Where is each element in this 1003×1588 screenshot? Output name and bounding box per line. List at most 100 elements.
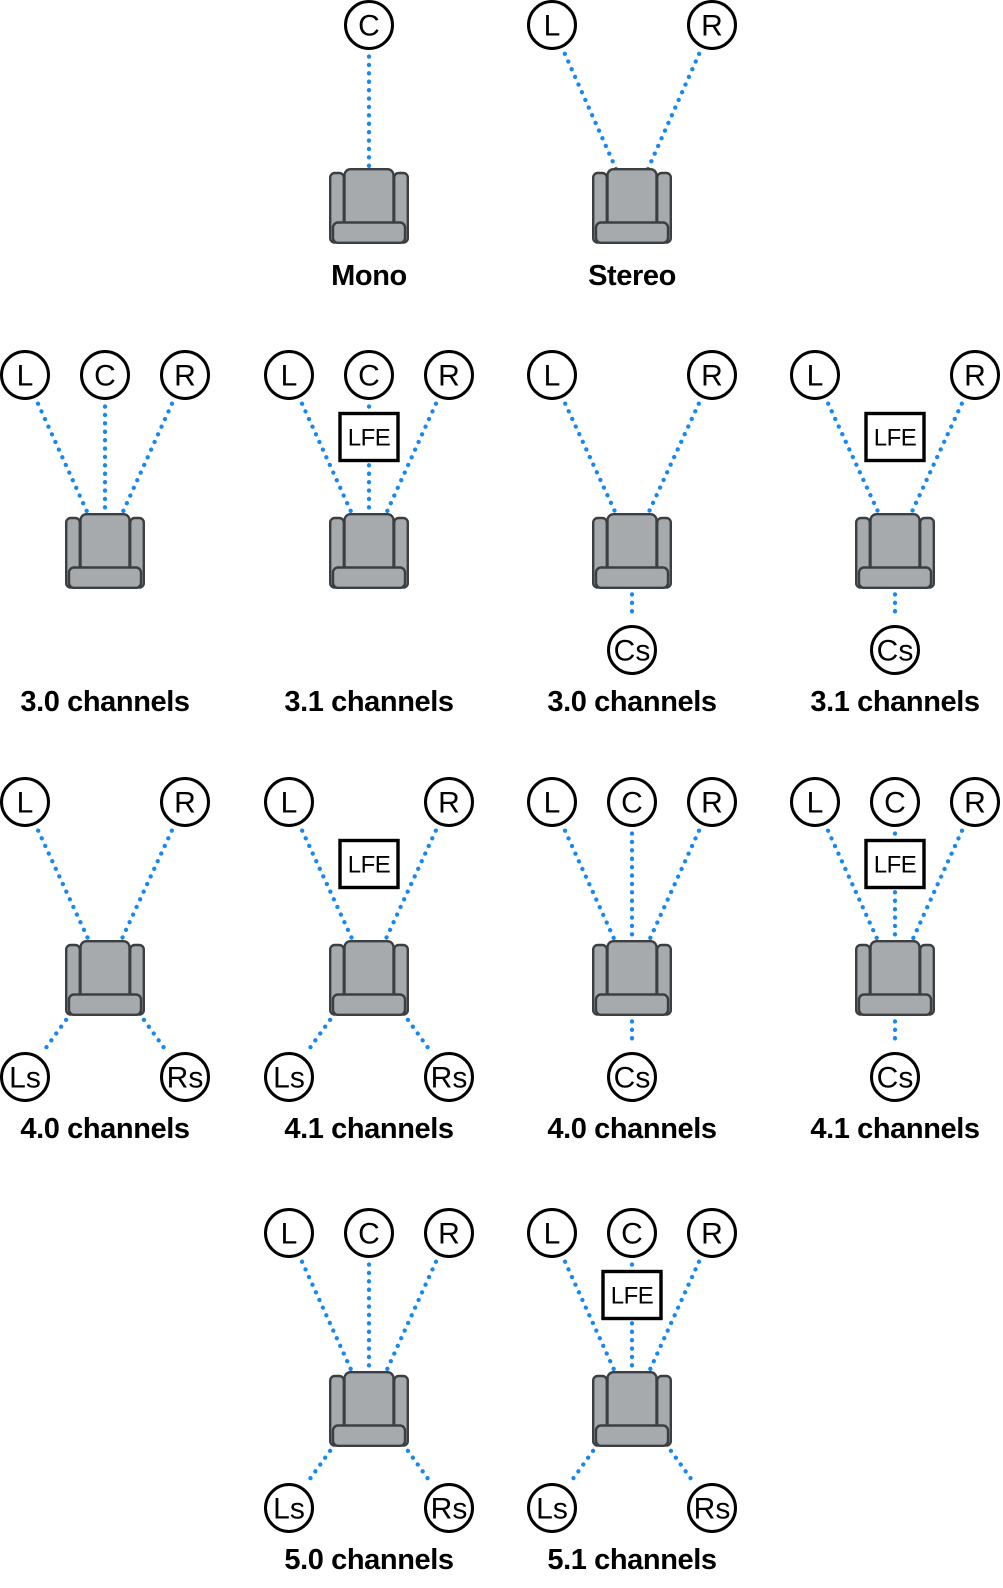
lfe-label: LFE [611, 1283, 654, 1310]
diagram-3-0-front: L C R 3.0 channels [0, 350, 210, 718]
speaker-circle [0, 1052, 50, 1102]
lfe-box [864, 838, 926, 890]
listener-chair-icon [329, 513, 409, 589]
speaker-label: R [701, 787, 723, 820]
listener-chair-icon [855, 940, 935, 1016]
speaker-circle [607, 777, 657, 827]
speaker-circle [0, 777, 50, 827]
speaker-label: L [807, 787, 824, 820]
diagram-label: 3.0 channels [20, 686, 189, 718]
speaker-circle [424, 350, 474, 400]
speaker-label: L [17, 360, 34, 393]
speaker-node-Cs: Cs [607, 625, 657, 675]
speaker-circle [870, 1052, 920, 1102]
diagram-3-0-surround: L R Cs 3.0 channels [527, 350, 737, 718]
speaker-node-Ls: Ls [527, 1483, 577, 1533]
listener-chair-icon [592, 513, 672, 589]
lfe-box [338, 411, 400, 463]
listener-chair-icon [592, 940, 672, 1016]
speaker-circle [687, 1208, 737, 1258]
speaker-connection-line [117, 828, 174, 946]
speaker-label: Rs [167, 1062, 204, 1095]
listener-chair-icon [855, 513, 935, 589]
speaker-circle [160, 1052, 210, 1102]
speaker-circle [344, 1208, 394, 1258]
listener-chair-icon [329, 168, 409, 244]
speaker-node-Cs: Cs [607, 1052, 657, 1102]
speaker-label: L [544, 1218, 561, 1251]
speaker-node-Rs: Rs [424, 1052, 474, 1102]
speaker-circle [424, 1208, 474, 1258]
chair-seat-cushion [331, 993, 407, 1016]
speaker-connection-line [568, 1441, 601, 1485]
speaker-node-Cs: Cs [870, 625, 920, 675]
speaker-circle [870, 777, 920, 827]
diagram-5-0: L C R Ls Rs 5.0 channels [264, 1208, 474, 1576]
chair-seat-cushion [594, 1424, 670, 1447]
lfe-label: LFE [874, 425, 917, 452]
diagram-5-1: LFE L C R Ls Rs 5.1 channels [527, 1208, 737, 1576]
speaker-connection-line [36, 828, 93, 946]
speaker-node-R: R [160, 350, 210, 400]
speaker-node-Cs: Cs [870, 1052, 920, 1102]
speaker-connection-line [644, 51, 702, 174]
speaker-circle [160, 777, 210, 827]
diagram-label: 4.0 channels [547, 1113, 716, 1145]
diagram-mono: C Mono [329, 0, 409, 292]
speaker-label: R [701, 360, 723, 393]
speaker-circle [687, 0, 737, 50]
speaker-node-R: R [687, 1208, 737, 1258]
speaker-node-L: L [264, 1208, 314, 1258]
speaker-node-L: L [527, 1208, 577, 1258]
speaker-circle [344, 0, 394, 50]
diagram-3-1-surround: LFE L R Cs 3.1 channels [790, 350, 1000, 718]
speaker-label: R [701, 1218, 723, 1251]
speaker-label: R [174, 787, 196, 820]
diagram-4-1-quad: LFE L R Ls Rs 4.1 channels [264, 777, 474, 1145]
lfe-box [864, 411, 926, 463]
speaker-circle [264, 777, 314, 827]
speaker-circle [687, 777, 737, 827]
speaker-circle [950, 777, 1000, 827]
listener-chair-icon [592, 168, 672, 244]
speaker-connection-line [645, 1259, 702, 1377]
diagram-4-1-surround: LFE L C R Cs 4.1 channels [790, 777, 1000, 1145]
speaker-connection-line [563, 401, 620, 519]
speaker-node-R: R [424, 350, 474, 400]
speaker-label: L [281, 1218, 298, 1251]
diagram-label: 4.1 channels [284, 1113, 453, 1145]
speaker-node-L: L [790, 777, 840, 827]
lfe-label: LFE [348, 852, 391, 879]
speaker-connection-line [400, 1441, 433, 1485]
speaker-label: R [438, 787, 460, 820]
speaker-label: C [358, 1218, 380, 1251]
chair-seat-cushion [331, 1424, 407, 1447]
diagram-3-1-front: LFE L C R 3.1 channels [264, 350, 474, 718]
speaker-label: R [964, 360, 986, 393]
speaker-circle [790, 350, 840, 400]
speaker-circle [527, 777, 577, 827]
speaker-circle [607, 625, 657, 675]
speaker-node-R: R [687, 0, 737, 50]
speaker-connection-line [35, 401, 92, 519]
speaker-label: L [281, 360, 298, 393]
diagram-label: 3.1 channels [810, 686, 979, 718]
speaker-connection-line [299, 401, 356, 519]
speaker-label: C [621, 1218, 643, 1251]
speaker-label: L [17, 787, 34, 820]
diagram-label: 4.0 channels [20, 1113, 189, 1145]
speaker-label: L [544, 360, 561, 393]
speaker-connection-line [562, 828, 619, 946]
chair-seat-cushion [67, 566, 143, 589]
speaker-label: C [621, 787, 643, 820]
speaker-circle [344, 350, 394, 400]
speaker-label: Rs [694, 1493, 731, 1526]
speaker-circle [687, 1483, 737, 1533]
chair-seat-cushion [594, 566, 670, 589]
chair-seat-cushion [331, 566, 407, 589]
speaker-connection-line [562, 51, 620, 174]
speaker-circle [790, 777, 840, 827]
speaker-circle [264, 1052, 314, 1102]
chair-seat-cushion [857, 993, 933, 1016]
